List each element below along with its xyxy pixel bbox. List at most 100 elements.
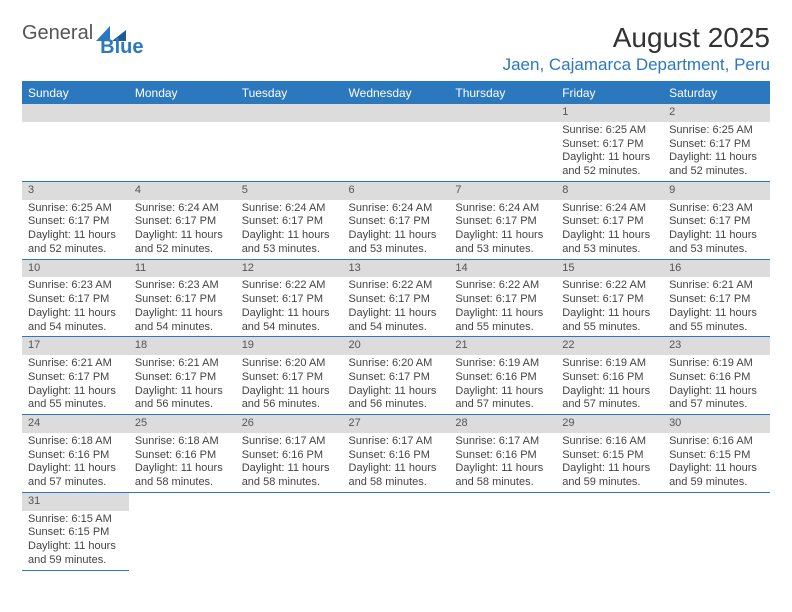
location-text: Jaen, Cajamarca Department, Peru: [503, 55, 770, 75]
day-cell: 7Sunrise: 6:24 AMSunset: 6:17 PMDaylight…: [449, 181, 556, 259]
day-cell: 25Sunrise: 6:18 AMSunset: 6:16 PMDayligh…: [129, 415, 236, 493]
day-sunset: Sunset: 6:16 PM: [135, 449, 232, 463]
day-sunset: Sunset: 6:17 PM: [669, 215, 766, 229]
day-daylight: Daylight: 11 hours and 53 minutes.: [242, 229, 339, 257]
day-details: Sunrise: 6:16 AMSunset: 6:15 PMDaylight:…: [556, 433, 663, 492]
day-cell: 3Sunrise: 6:25 AMSunset: 6:17 PMDaylight…: [22, 181, 129, 259]
day-sunset: Sunset: 6:17 PM: [135, 371, 232, 385]
day-cell: 10Sunrise: 6:23 AMSunset: 6:17 PMDayligh…: [22, 259, 129, 337]
day-cell: 13Sunrise: 6:22 AMSunset: 6:17 PMDayligh…: [343, 259, 450, 337]
day-daylight: Daylight: 11 hours and 59 minutes.: [562, 462, 659, 490]
day-sunrise: Sunrise: 6:20 AM: [349, 357, 446, 371]
day-sunset: Sunset: 6:17 PM: [349, 215, 446, 229]
day-sunrise: Sunrise: 6:23 AM: [669, 202, 766, 216]
day-cell: 11Sunrise: 6:23 AMSunset: 6:17 PMDayligh…: [129, 259, 236, 337]
day-daylight: Daylight: 11 hours and 55 minutes.: [669, 307, 766, 335]
day-daylight: Daylight: 11 hours and 53 minutes.: [562, 229, 659, 257]
day-sunset: Sunset: 6:16 PM: [242, 449, 339, 463]
day-details: Sunrise: 6:22 AMSunset: 6:17 PMDaylight:…: [449, 277, 556, 336]
day-sunrise: Sunrise: 6:17 AM: [349, 435, 446, 449]
month-title: August 2025: [503, 22, 770, 54]
day-header-row: SundayMondayTuesdayWednesdayThursdayFrid…: [22, 82, 770, 104]
day-number: 29: [556, 415, 663, 433]
day-sunrise: Sunrise: 6:15 AM: [28, 513, 125, 527]
day-sunset: Sunset: 6:17 PM: [242, 371, 339, 385]
day-sunset: Sunset: 6:16 PM: [349, 449, 446, 463]
day-number: 1: [556, 104, 663, 122]
day-sunrise: Sunrise: 6:16 AM: [669, 435, 766, 449]
day-details: Sunrise: 6:17 AMSunset: 6:16 PMDaylight:…: [343, 433, 450, 492]
day-number: 22: [556, 337, 663, 355]
day-details: Sunrise: 6:24 AMSunset: 6:17 PMDaylight:…: [556, 200, 663, 259]
day-number: 31: [22, 493, 129, 511]
day-number: 8: [556, 182, 663, 200]
day-cell: 24Sunrise: 6:18 AMSunset: 6:16 PMDayligh…: [22, 415, 129, 493]
day-sunrise: Sunrise: 6:23 AM: [135, 279, 232, 293]
day-details: Sunrise: 6:19 AMSunset: 6:16 PMDaylight:…: [663, 355, 770, 414]
empty-cell: [449, 104, 556, 181]
day-number: 7: [449, 182, 556, 200]
day-sunset: Sunset: 6:15 PM: [562, 449, 659, 463]
day-cell: 16Sunrise: 6:21 AMSunset: 6:17 PMDayligh…: [663, 259, 770, 337]
empty-cell: [236, 104, 343, 181]
day-sunrise: Sunrise: 6:19 AM: [562, 357, 659, 371]
day-details: Sunrise: 6:18 AMSunset: 6:16 PMDaylight:…: [129, 433, 236, 492]
day-details: Sunrise: 6:24 AMSunset: 6:17 PMDaylight:…: [129, 200, 236, 259]
day-daylight: Daylight: 11 hours and 57 minutes.: [455, 385, 552, 413]
day-sunset: Sunset: 6:16 PM: [669, 371, 766, 385]
day-number: 9: [663, 182, 770, 200]
logo: General Blue: [22, 22, 170, 45]
day-sunrise: Sunrise: 6:24 AM: [455, 202, 552, 216]
day-details: Sunrise: 6:21 AMSunset: 6:17 PMDaylight:…: [22, 355, 129, 414]
day-number: 28: [449, 415, 556, 433]
day-number: 25: [129, 415, 236, 433]
day-header: Monday: [129, 82, 236, 104]
day-details: Sunrise: 6:15 AMSunset: 6:15 PMDaylight:…: [22, 511, 129, 570]
day-cell: 28 Sunrise: 6:17 AMSunset: 6:16 PMDayligh…: [449, 415, 556, 493]
day-sunset: Sunset: 6:17 PM: [135, 215, 232, 229]
day-sunset: Sunset: 6:17 PM: [242, 215, 339, 229]
day-daylight: Daylight: 11 hours and 58 minutes.: [242, 462, 339, 490]
day-sunset: Sunset: 6:17 PM: [669, 293, 766, 307]
day-cell: 8Sunrise: 6:24 AMSunset: 6:17 PMDaylight…: [556, 181, 663, 259]
day-cell: 18Sunrise: 6:21 AMSunset: 6:17 PMDayligh…: [129, 337, 236, 415]
day-sunrise: Sunrise: 6:22 AM: [349, 279, 446, 293]
day-number: 19: [236, 337, 343, 355]
day-number: 13: [343, 260, 450, 278]
day-cell: 2Sunrise: 6:25 AMSunset: 6:17 PMDaylight…: [663, 104, 770, 181]
day-sunset: Sunset: 6:17 PM: [562, 293, 659, 307]
day-daylight: Daylight: 11 hours and 59 minutes.: [28, 540, 125, 568]
day-daylight: Daylight: 11 hours and 55 minutes.: [562, 307, 659, 335]
day-sunset: Sunset: 6:16 PM: [28, 449, 125, 463]
day-sunset: Sunset: 6:15 PM: [28, 526, 125, 540]
day-daylight: Daylight: 11 hours and 57 minutes.: [562, 385, 659, 413]
day-cell: 6Sunrise: 6:24 AMSunset: 6:17 PMDaylight…: [343, 181, 450, 259]
day-number: 6: [343, 182, 450, 200]
day-sunset: Sunset: 6:17 PM: [669, 138, 766, 152]
day-number: 2: [663, 104, 770, 122]
day-number: 4: [129, 182, 236, 200]
day-sunrise: Sunrise: 6:17 AM: [455, 435, 552, 449]
day-details: Sunrise: 6:25 AMSunset: 6:17 PMDaylight:…: [663, 122, 770, 181]
day-number: 5: [236, 182, 343, 200]
day-sunrise: Sunrise: 6:21 AM: [669, 279, 766, 293]
day-cell: 26Sunrise: 6:17 AMSunset: 6:16 PMDayligh…: [236, 415, 343, 493]
day-sunrise: Sunrise: 6:21 AM: [28, 357, 125, 371]
empty-cell: [22, 104, 129, 181]
day-daylight: Daylight: 11 hours and 53 minutes.: [669, 229, 766, 257]
day-cell: 29Sunrise: 6:16 AMSunset: 6:15 PMDayligh…: [556, 415, 663, 493]
day-cell: 1Sunrise: 6:25 AMSunset: 6:17 PMDaylight…: [556, 104, 663, 181]
day-sunrise: Sunrise: 6:19 AM: [455, 357, 552, 371]
day-cell: 30Sunrise: 6:16 AMSunset: 6:15 PMDayligh…: [663, 415, 770, 493]
day-sunrise: Sunrise: 6:25 AM: [669, 124, 766, 138]
day-daylight: Daylight: 11 hours and 52 minutes.: [135, 229, 232, 257]
day-daylight: Daylight: 11 hours and 58 minutes.: [455, 462, 552, 490]
day-details: Sunrise: 6:23 AMSunset: 6:17 PMDaylight:…: [129, 277, 236, 336]
day-cell: 12Sunrise: 6:22 AMSunset: 6:17 PMDayligh…: [236, 259, 343, 337]
empty-cell: [343, 104, 450, 181]
day-cell: 27Sunrise: 6:17 AMSunset: 6:16 PMDayligh…: [343, 415, 450, 493]
day-cell: 23Sunrise: 6:19 AMSunset: 6:16 PMDayligh…: [663, 337, 770, 415]
empty-day-strip: [343, 104, 450, 122]
day-sunset: Sunset: 6:16 PM: [455, 449, 552, 463]
day-sunset: Sunset: 6:17 PM: [455, 293, 552, 307]
